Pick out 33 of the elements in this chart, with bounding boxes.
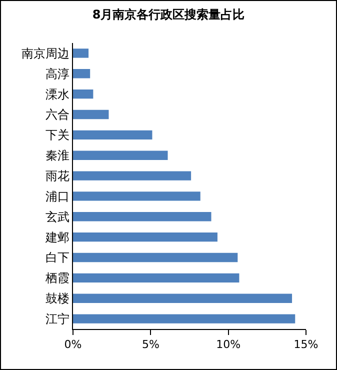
bar — [73, 232, 218, 242]
y-tick-label: 白下 — [46, 250, 70, 265]
y-tick-label: 溧水 — [46, 87, 70, 102]
bar — [73, 48, 89, 58]
bar — [73, 150, 168, 160]
x-tick-label: 0% — [64, 338, 82, 352]
y-tick-label: 下关 — [46, 128, 70, 142]
bar — [73, 110, 109, 120]
bar — [73, 212, 212, 222]
y-tick-label: 秦淮 — [46, 148, 70, 163]
y-tick-label: 建邺 — [44, 230, 70, 244]
chart-title: 8月南京各行政区搜索量占比 — [92, 8, 245, 22]
bar — [73, 273, 240, 283]
bar — [73, 69, 90, 78]
y-tick-label: 雨花 — [46, 168, 70, 183]
bar — [73, 252, 238, 262]
x-tick-label: 10% — [216, 338, 241, 352]
bar — [73, 294, 292, 303]
y-tick-label: 六合 — [46, 108, 70, 122]
bar — [73, 314, 296, 324]
y-tick-label: 鼓楼 — [46, 292, 70, 306]
y-tick-label: 江宁 — [46, 312, 70, 326]
y-tick-label: 南京周边 — [22, 46, 70, 60]
bar — [73, 171, 192, 180]
y-tick-label: 浦口 — [46, 189, 70, 204]
x-tick-label: 5% — [142, 338, 160, 352]
y-tick-label: 玄武 — [46, 210, 70, 224]
bar — [73, 130, 152, 140]
x-tick-label: 15% — [294, 338, 318, 352]
bar — [73, 192, 200, 201]
bar — [73, 89, 94, 99]
y-tick-label: 高淳 — [46, 66, 70, 81]
y-tick-label: 栖霞 — [44, 271, 70, 286]
